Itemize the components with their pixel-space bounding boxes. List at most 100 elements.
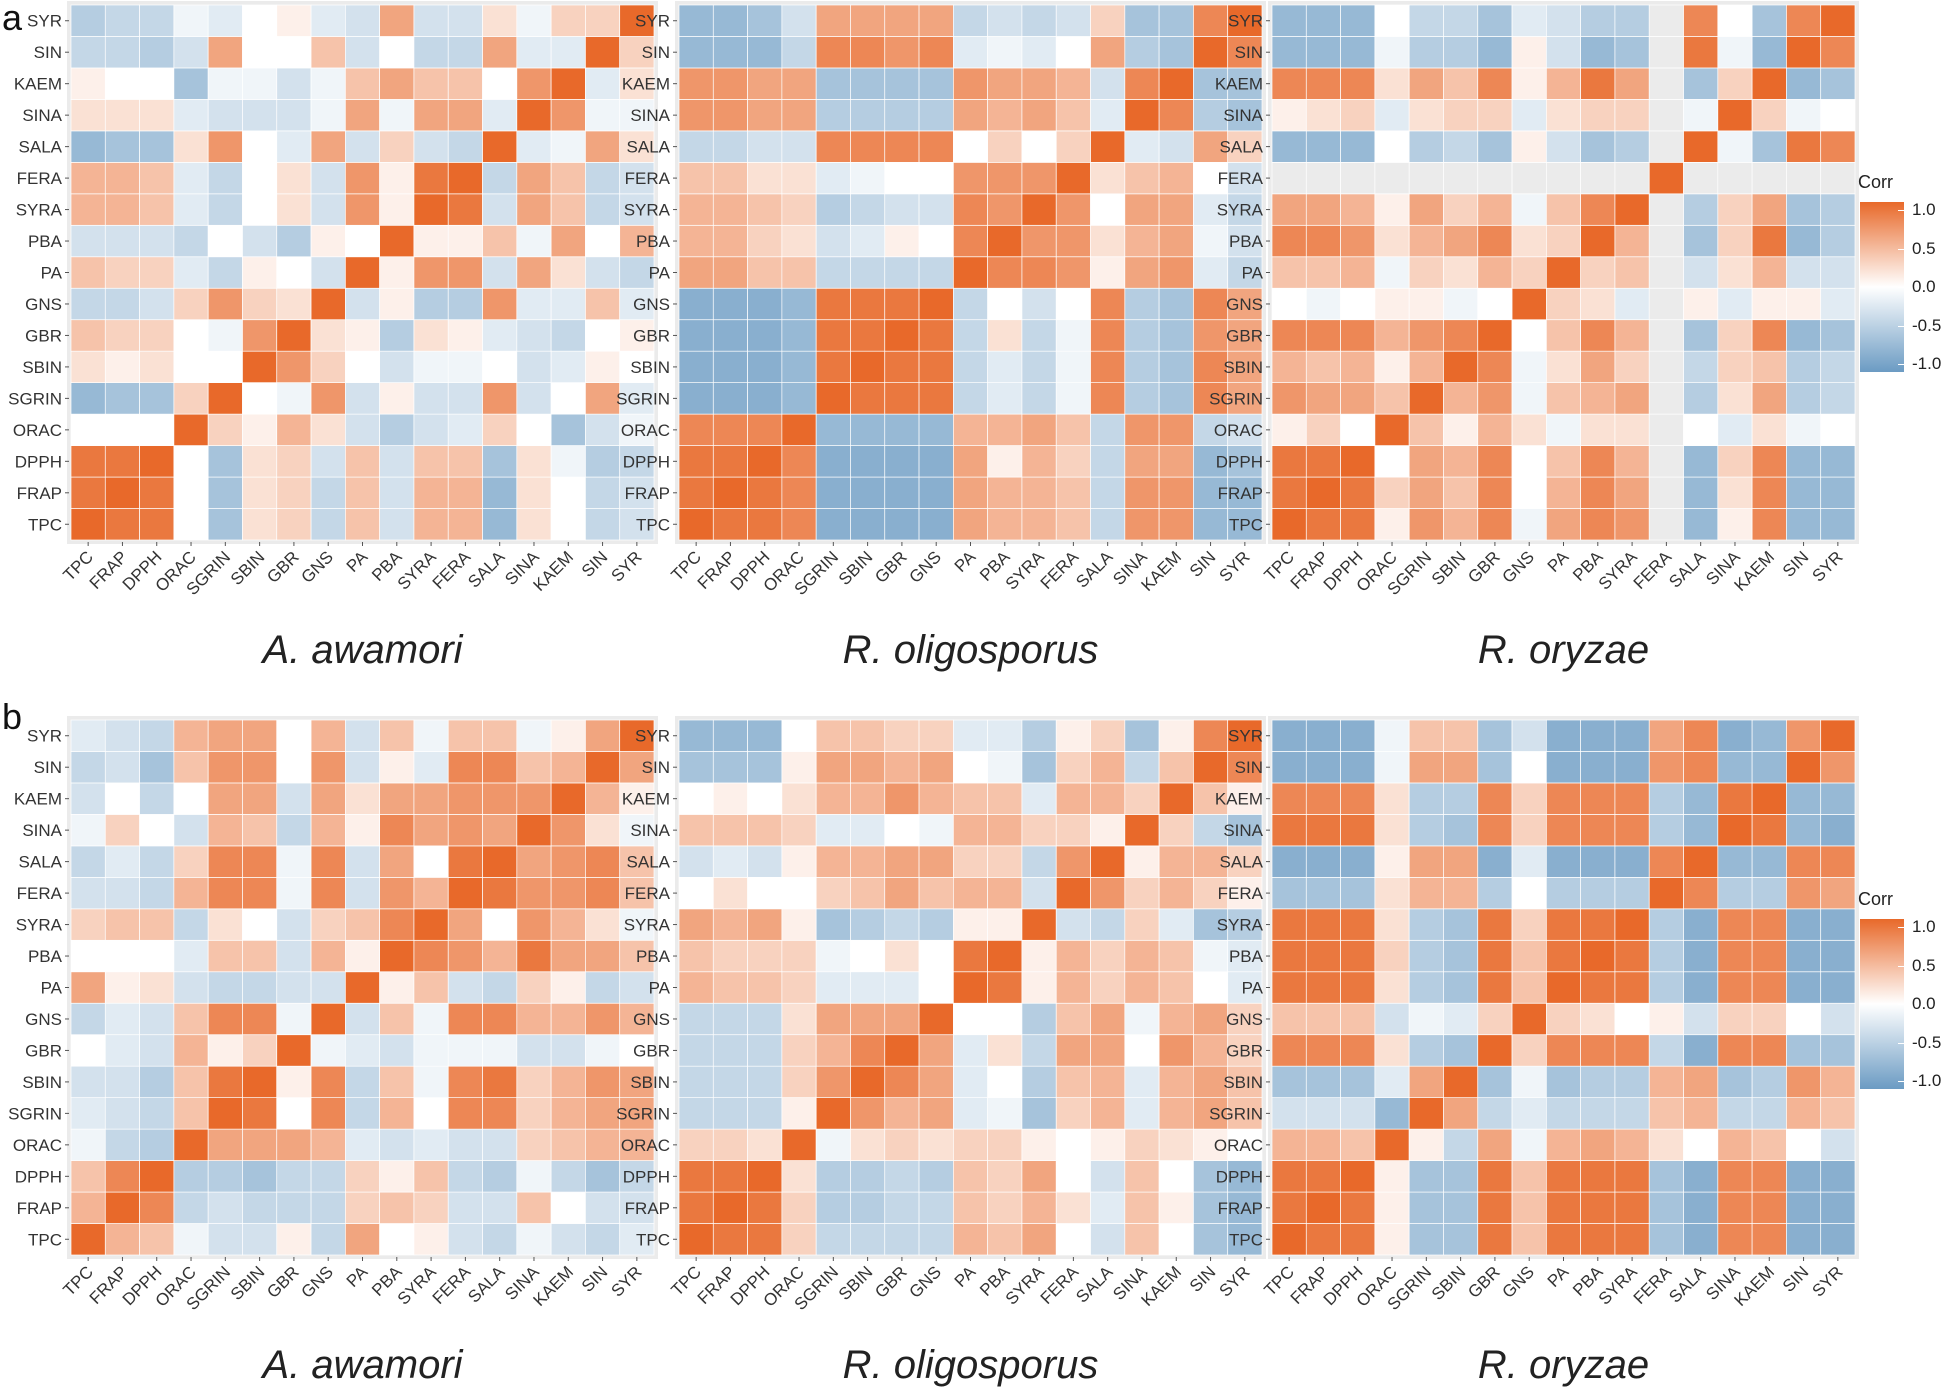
heatmap-cell	[585, 1128, 621, 1161]
heatmap-cell	[1751, 36, 1787, 69]
x-tick-label: KAEM	[1731, 547, 1779, 595]
heatmap-cell	[918, 130, 954, 163]
heatmap-cell	[139, 814, 175, 847]
heatmap-cell	[310, 814, 346, 847]
heatmap-cell	[952, 1097, 988, 1130]
heatmap-cell	[1614, 814, 1650, 847]
heatmap-cell	[379, 287, 415, 321]
heatmap-cell	[482, 719, 518, 752]
heatmap-cell	[104, 413, 140, 446]
panel-label-a: a	[2, 0, 23, 38]
heatmap-cell	[1717, 1002, 1753, 1036]
heatmap-cell	[712, 476, 748, 509]
heatmap-cell	[1683, 256, 1719, 289]
heatmap-cell	[1408, 1002, 1444, 1036]
heatmap-cell	[712, 1034, 748, 1067]
heatmap-cell	[1408, 445, 1444, 478]
heatmap-cell	[1193, 508, 1229, 541]
heatmap-cell	[1580, 1160, 1616, 1193]
heatmap-cell	[1648, 1128, 1684, 1161]
heatmap-cell	[447, 876, 483, 910]
heatmap-cell	[1158, 1128, 1194, 1161]
heatmap-cell	[1648, 782, 1684, 815]
heatmap-cell	[379, 4, 415, 37]
heatmap-cell	[1683, 4, 1719, 37]
heatmap-cell	[1021, 845, 1057, 878]
heatmap-cell	[1580, 845, 1616, 878]
heatmap-cell	[1614, 1191, 1650, 1224]
heatmap-cell	[1786, 1065, 1822, 1099]
heatmap-cell	[1717, 130, 1753, 163]
y-tick-label: ORAC	[13, 1136, 62, 1155]
heatmap-cell	[1683, 1034, 1719, 1067]
heatmap-cell	[1477, 1097, 1513, 1130]
heatmap-cell	[781, 99, 817, 132]
heatmap-cell	[884, 287, 920, 321]
heatmap-cell	[619, 193, 655, 226]
heatmap-cell	[1511, 4, 1547, 37]
heatmap-cell	[1717, 1097, 1753, 1130]
y-tick-label: PBA	[28, 232, 63, 251]
heatmap-cell	[585, 719, 621, 752]
heatmap-cell	[345, 162, 380, 195]
heatmap-cell	[1374, 162, 1410, 195]
heatmap-cell	[379, 1097, 415, 1130]
y-tick-label: KAEM	[1215, 790, 1263, 809]
heatmap-cell	[379, 845, 415, 878]
heatmap-cell	[1820, 4, 1856, 37]
heatmap-cell	[1511, 939, 1547, 973]
heatmap-cell	[1271, 1191, 1307, 1224]
heatmap-cell	[1408, 939, 1444, 973]
heatmap-cell	[1374, 382, 1410, 415]
y-tick-label: SYRA	[16, 201, 63, 220]
heatmap-cell	[1511, 908, 1547, 941]
heatmap-cell	[104, 508, 140, 541]
heatmap-cell	[276, 256, 312, 289]
heatmap-cell	[952, 382, 988, 415]
heatmap-cell	[1340, 845, 1376, 878]
heatmap-cell	[1271, 782, 1307, 815]
heatmap-cell	[207, 287, 243, 321]
y-tick-label: SIN	[34, 43, 62, 62]
heatmap-cell	[781, 1160, 817, 1193]
y-tick-label: SYRA	[1217, 201, 1264, 220]
heatmap-cell	[207, 782, 243, 815]
heatmap-cell	[1124, 814, 1160, 847]
heatmap-cell	[1648, 1097, 1684, 1130]
heatmap-cell	[104, 130, 140, 163]
heatmap-cell	[1227, 476, 1263, 509]
heatmap-cell	[1227, 1191, 1263, 1224]
heatmap-cell	[952, 67, 988, 100]
heatmap-cell	[918, 1034, 954, 1067]
heatmap-cell	[1340, 193, 1376, 226]
heatmap-cell	[310, 1128, 346, 1161]
heatmap-cell	[1477, 319, 1513, 352]
heatmap-cell	[379, 319, 415, 352]
heatmap-cell	[781, 782, 817, 815]
heatmap-cell	[1443, 971, 1479, 1004]
heatmap-cell	[1545, 445, 1581, 478]
heatmap-cell	[987, 971, 1023, 1004]
heatmap-cell	[70, 1002, 106, 1036]
heatmap-cell	[1340, 445, 1376, 478]
x-tick-label: KAEM	[1138, 547, 1186, 595]
heatmap-cell	[447, 193, 483, 226]
y-tick-label: PBA	[636, 947, 671, 966]
heatmap-cell	[781, 1191, 817, 1224]
heatmap-cell	[781, 193, 817, 226]
heatmap-cell	[1055, 1065, 1091, 1099]
heatmap-cell	[1511, 782, 1547, 815]
heatmap-cell	[242, 224, 278, 258]
heatmap-cell	[1055, 908, 1091, 941]
heatmap-cell	[242, 382, 278, 415]
heatmap-cell	[815, 67, 851, 100]
heatmap-cell	[139, 445, 175, 478]
legend-tick-label: -1.0	[1912, 1071, 1942, 1090]
heatmap-cell	[1090, 1034, 1126, 1067]
heatmap-cell	[1340, 719, 1376, 752]
heatmap-cell	[1443, 814, 1479, 847]
heatmap-cell	[815, 256, 851, 289]
heatmap-cell	[1683, 382, 1719, 415]
heatmap-cell	[850, 319, 886, 352]
heatmap-cell	[1614, 508, 1650, 541]
